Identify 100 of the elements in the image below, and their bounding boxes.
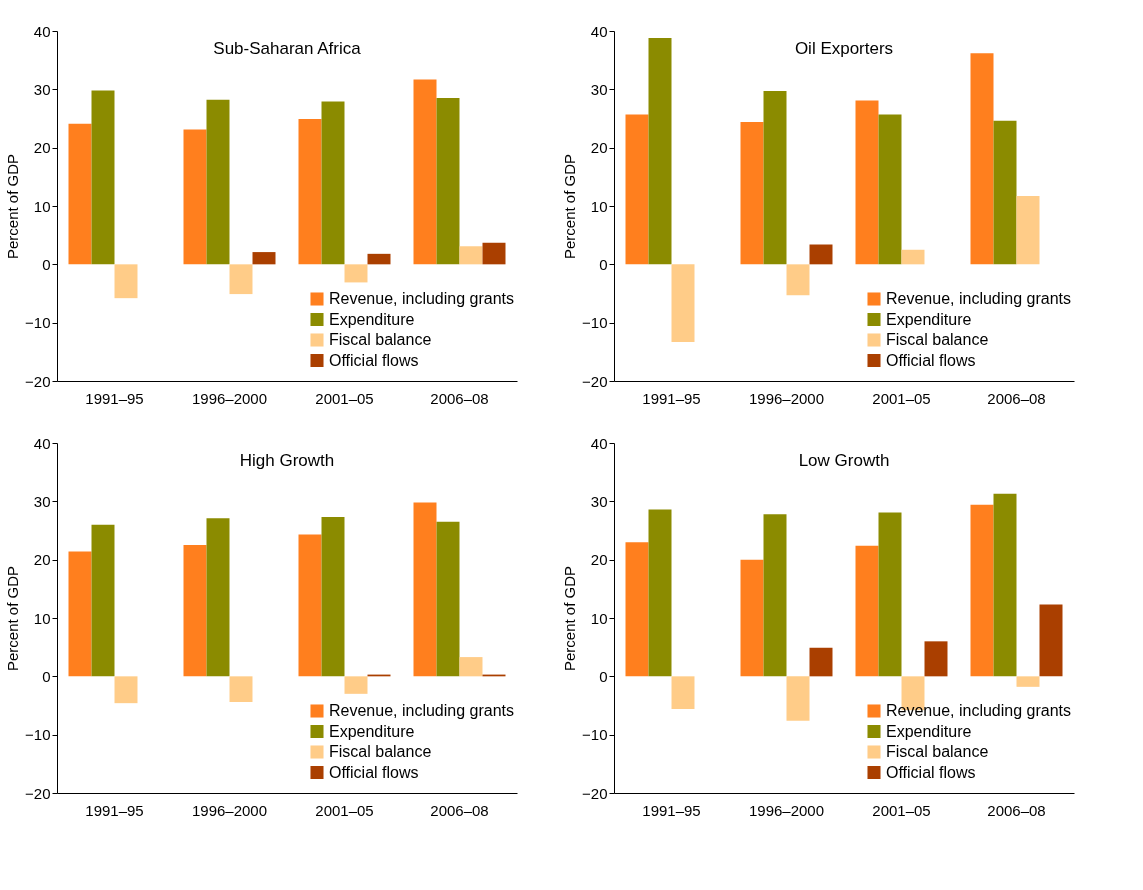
bar bbox=[206, 99, 230, 265]
bar bbox=[321, 101, 345, 265]
legend-label: Fiscal balance bbox=[886, 743, 989, 760]
bar bbox=[809, 647, 833, 677]
bar bbox=[786, 676, 810, 721]
x-tick-label: 2006–08 bbox=[987, 801, 1046, 819]
x-tick-label: 2006–08 bbox=[430, 389, 489, 407]
text: Oil Exporters bbox=[794, 39, 894, 58]
y-tick-label: 30 bbox=[590, 80, 608, 98]
y-tick-label: 20 bbox=[33, 551, 51, 569]
y-tick-label: −10 bbox=[25, 314, 51, 332]
y-tick-label: 10 bbox=[33, 197, 51, 215]
bar bbox=[993, 120, 1017, 265]
bar bbox=[970, 504, 994, 677]
x-tick-label: 2001–05 bbox=[872, 389, 931, 407]
bar bbox=[809, 244, 833, 265]
y-axis-title: Percent of GDP bbox=[4, 153, 22, 260]
x-tick-label: 2001–05 bbox=[872, 801, 931, 819]
bar bbox=[413, 502, 437, 677]
y-axis-title: Percent of GDP bbox=[561, 565, 579, 672]
bar bbox=[206, 518, 230, 677]
bar bbox=[625, 114, 649, 265]
bar bbox=[229, 676, 253, 702]
bar bbox=[459, 657, 483, 677]
y-tick-label: 20 bbox=[590, 551, 608, 569]
bar bbox=[367, 253, 391, 265]
bar bbox=[648, 38, 672, 265]
x-tick-label: 2001–05 bbox=[315, 389, 374, 407]
bar bbox=[625, 542, 649, 677]
x-tick-label: 1991–95 bbox=[642, 389, 701, 407]
x-tick-label: 1996–2000 bbox=[191, 801, 268, 819]
bar bbox=[413, 79, 437, 265]
x-tick-label: 1996–2000 bbox=[191, 389, 268, 407]
bar bbox=[901, 249, 925, 265]
y-tick-label: 0 bbox=[42, 255, 51, 273]
bar bbox=[1039, 604, 1063, 677]
bar bbox=[740, 122, 764, 265]
bar bbox=[344, 264, 368, 283]
y-tick-label: 40 bbox=[33, 434, 51, 452]
legend-label: Official flows bbox=[886, 351, 976, 369]
y-tick-label: 40 bbox=[590, 434, 608, 452]
bar bbox=[878, 512, 902, 677]
bar bbox=[183, 545, 207, 677]
bar bbox=[321, 517, 345, 677]
legend-label: Expenditure bbox=[329, 722, 415, 740]
bar bbox=[68, 551, 92, 677]
y-tick-label: 30 bbox=[590, 492, 608, 510]
legend-label: Official flows bbox=[329, 763, 419, 781]
legend-label: Revenue, including grants bbox=[329, 290, 515, 307]
legend-label: Expenditure bbox=[329, 310, 415, 328]
bar bbox=[91, 90, 115, 265]
y-tick-label: 0 bbox=[42, 667, 51, 685]
legend-label: Expenditure bbox=[886, 722, 972, 740]
bar bbox=[1016, 676, 1040, 687]
legend-label: Revenue, including grants bbox=[886, 702, 1072, 719]
bar bbox=[671, 264, 695, 342]
x-tick-label: 1991–95 bbox=[85, 801, 144, 819]
bar bbox=[763, 514, 787, 677]
bar bbox=[993, 493, 1017, 677]
x-tick-label: 1996–2000 bbox=[748, 801, 825, 819]
x-tick-label: 1991–95 bbox=[642, 801, 701, 819]
y-tick-label: 40 bbox=[33, 22, 51, 40]
bar bbox=[786, 264, 810, 296]
y-tick-label: −20 bbox=[582, 784, 608, 802]
y-tick-label: 30 bbox=[33, 80, 51, 98]
y-tick-label: 20 bbox=[33, 139, 51, 157]
y-tick-label: 0 bbox=[599, 667, 608, 685]
y-tick-label: 20 bbox=[590, 139, 608, 157]
legend-label: Revenue, including grants bbox=[886, 290, 1072, 307]
bar bbox=[229, 264, 253, 295]
bar bbox=[459, 246, 483, 265]
bar bbox=[344, 676, 368, 694]
legend-label: Fiscal balance bbox=[329, 743, 432, 760]
y-tick-label: −20 bbox=[582, 372, 608, 390]
text: Sub-Saharan Africa bbox=[213, 39, 362, 58]
bar bbox=[252, 252, 276, 265]
x-tick-label: 1991–95 bbox=[85, 389, 144, 407]
y-tick-label: 30 bbox=[33, 492, 51, 510]
bar bbox=[298, 119, 322, 265]
bar bbox=[436, 98, 460, 265]
bar bbox=[855, 545, 879, 677]
legend-label: Expenditure bbox=[886, 310, 972, 328]
bar bbox=[68, 123, 92, 265]
y-tick-label: −10 bbox=[582, 314, 608, 332]
text: High Growth bbox=[239, 451, 335, 470]
bar bbox=[970, 53, 994, 265]
x-tick-label: 1996–2000 bbox=[748, 389, 825, 407]
y-tick-label: 10 bbox=[590, 197, 608, 215]
bar bbox=[763, 91, 787, 265]
bar bbox=[298, 534, 322, 677]
bar bbox=[114, 264, 138, 299]
y-tick-label: −10 bbox=[582, 726, 608, 744]
legend-label: Official flows bbox=[329, 351, 419, 369]
bar bbox=[436, 521, 460, 677]
bar bbox=[648, 509, 672, 677]
y-tick-label: 10 bbox=[590, 609, 608, 627]
bar bbox=[740, 559, 764, 677]
x-tick-label: 2006–08 bbox=[430, 801, 489, 819]
y-tick-label: −10 bbox=[25, 726, 51, 744]
bar bbox=[855, 100, 879, 265]
